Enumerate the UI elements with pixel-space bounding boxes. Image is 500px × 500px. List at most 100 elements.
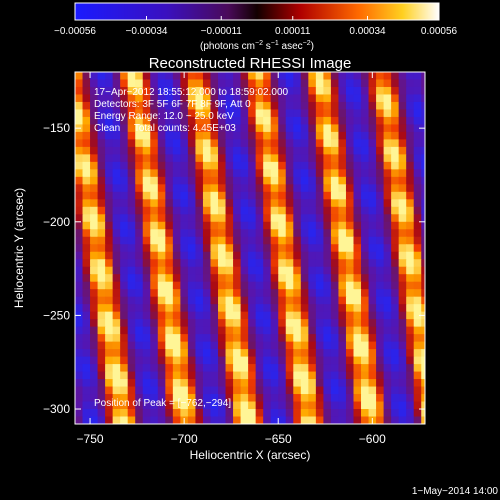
heatmap-cell <box>270 334 279 343</box>
heatmap-cell <box>157 139 166 148</box>
heatmap-cell <box>376 184 385 193</box>
heatmap-cell <box>376 154 385 163</box>
heatmap-cell <box>278 109 287 118</box>
heatmap-cell <box>255 199 264 208</box>
heatmap-cell <box>210 334 219 343</box>
heatmap-cell <box>135 416 144 424</box>
heatmap-cell <box>210 221 219 230</box>
heatmap-cell <box>338 72 347 81</box>
heatmap-cell <box>361 161 370 170</box>
heatmap-cell <box>112 251 121 260</box>
heatmap-cell <box>383 124 392 133</box>
heatmap-cell <box>345 274 355 283</box>
heatmap-cell <box>157 79 166 88</box>
heatmap-cell <box>240 379 249 388</box>
heatmap-cell <box>90 184 99 193</box>
heatmap-cell <box>157 131 166 141</box>
heatmap-cell <box>323 124 332 133</box>
heatmap-cell <box>406 101 415 111</box>
heatmap-cell <box>263 131 272 141</box>
heatmap-cell <box>353 281 362 290</box>
heatmap-cell <box>323 274 332 283</box>
heatmap-cell <box>391 176 400 185</box>
heatmap-cell <box>75 176 84 185</box>
heatmap-cell <box>323 169 332 178</box>
heatmap-cell <box>353 86 362 96</box>
heatmap-cell <box>323 139 332 148</box>
heatmap-cell <box>135 364 144 373</box>
heatmap-cell <box>233 274 242 283</box>
heatmap-cell <box>270 379 279 388</box>
heatmap-cell <box>421 176 425 185</box>
heatmap-cell <box>135 274 144 283</box>
heatmap-cell <box>323 131 332 141</box>
heatmap-cell <box>308 341 317 350</box>
heatmap-cell <box>202 94 212 103</box>
heatmap-cell <box>368 214 377 223</box>
heatmap-cell <box>105 72 114 81</box>
heatmap-cell <box>233 416 242 424</box>
heatmap-cell <box>97 206 106 215</box>
heatmap-cell <box>90 214 99 223</box>
heatmap-cell <box>90 416 99 424</box>
heatmap-cell <box>248 334 257 343</box>
heatmap-cell <box>406 154 415 163</box>
heatmap-cell <box>353 416 362 424</box>
heatmap-cell <box>225 334 234 343</box>
heatmap-cell <box>195 251 204 260</box>
heatmap-cell <box>195 214 204 223</box>
plot-frame <box>74 71 426 425</box>
heatmap-cell <box>127 251 136 260</box>
heatmap-cell <box>180 146 189 155</box>
heatmap-cell <box>180 109 189 118</box>
heatmap-cell <box>338 206 347 215</box>
heatmap-cell <box>315 266 324 275</box>
heatmap-cell <box>270 326 279 335</box>
heatmap-cell <box>75 206 84 215</box>
heatmap-cell <box>413 116 422 126</box>
heatmap-cell <box>338 236 347 245</box>
heatmap-cell <box>361 221 370 230</box>
heatmap-cell <box>218 146 227 155</box>
heatmap-cell <box>285 79 294 88</box>
heatmap-cell <box>421 94 425 103</box>
heatmap-cell <box>112 221 121 230</box>
heatmap-cell <box>421 394 425 403</box>
heatmap-cell <box>323 416 332 424</box>
heatmap-cell <box>187 101 197 111</box>
heatmap-cell <box>97 341 106 350</box>
heatmap-cell <box>142 169 151 178</box>
heatmap-cell <box>233 124 242 133</box>
heatmap-cell <box>330 334 340 343</box>
heatmap-cell <box>330 206 340 215</box>
heatmap-cell <box>210 169 219 178</box>
heatmap-cell <box>300 139 309 148</box>
heatmap-cell <box>172 229 181 238</box>
heatmap-cell <box>210 304 219 313</box>
heatmap-cell <box>90 124 99 133</box>
heatmap-cell <box>157 379 166 388</box>
heatmap-cell <box>345 116 355 126</box>
heatmap-cell <box>293 296 302 305</box>
heatmap-cell <box>150 394 159 403</box>
heatmap-cell <box>210 72 219 81</box>
heatmap-cell <box>353 311 362 320</box>
heatmap-cell <box>187 349 197 358</box>
heatmap-cell <box>120 379 129 388</box>
heatmap-cell <box>285 409 294 418</box>
heatmap-cell <box>300 116 309 126</box>
heatmap-cell <box>285 296 294 305</box>
heatmap-cell <box>255 124 264 133</box>
heatmap-cell <box>240 199 249 208</box>
heatmap-cell <box>278 139 287 148</box>
heatmap-cell <box>165 206 174 215</box>
heatmap-cell <box>406 416 415 424</box>
heatmap-cell <box>187 229 197 238</box>
heatmap-cell <box>263 176 272 185</box>
heatmap-cell <box>187 199 197 208</box>
heatmap-cell <box>127 139 136 148</box>
colorbar-tick-label: −0.00056 <box>54 26 96 37</box>
heatmap-cell <box>345 86 355 96</box>
heatmap-cell <box>263 304 272 313</box>
heatmap-cell <box>142 394 151 403</box>
